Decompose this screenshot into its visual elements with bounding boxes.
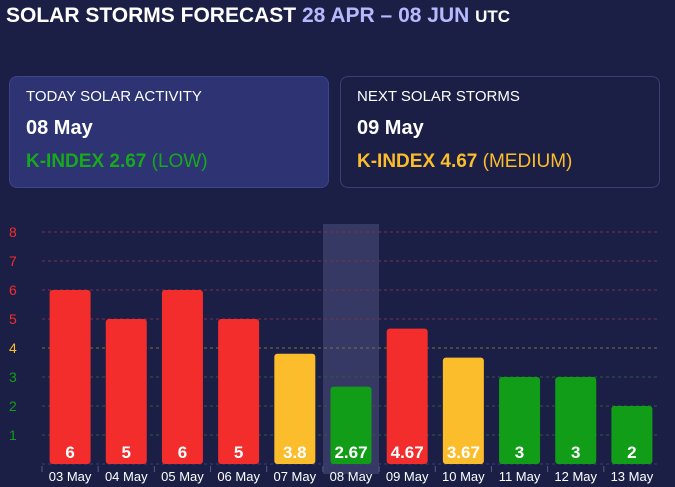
today-kindex-level: (LOW) (151, 151, 208, 172)
y-tick-label: 1 (9, 427, 17, 443)
x-tick-label: 10 May (442, 469, 485, 484)
next-storms-card: NEXT SOLAR STORMS 09 May K-INDEX 4.67 (M… (340, 76, 660, 188)
bar-value-label: 3 (515, 443, 524, 462)
bar-value-label: 3.67 (447, 443, 480, 462)
today-card-kindex-line: K-INDEX 2.67 (LOW) (26, 151, 312, 173)
bar-11-may (499, 377, 541, 464)
x-tick-label: 11 May (499, 469, 541, 484)
next-kindex-value: K-INDEX 4.67 (357, 151, 478, 172)
bar-value-label: 2 (627, 443, 636, 462)
y-tick-label: 7 (9, 253, 17, 269)
bar-05-may (161, 290, 203, 464)
bar-03-may (49, 290, 91, 464)
title-main: SOLAR STORMS FORECAST (6, 4, 297, 27)
bar-value-label: 5 (234, 443, 243, 462)
bar-10-may (442, 357, 484, 464)
bar-value-label: 2.67 (334, 443, 367, 462)
y-tick-label: 2 (9, 398, 17, 414)
bar-12-may (555, 377, 597, 464)
bar-value-label: 5 (122, 443, 131, 462)
bar-08-may (330, 386, 372, 464)
x-tick-label: 03 May (49, 469, 92, 484)
x-tick-label: 13 May (611, 469, 654, 484)
title-date-range: 28 APR – 08 JUN (301, 4, 470, 27)
x-tick-label: 07 May (273, 469, 316, 484)
x-tick-label: 12 May (554, 469, 597, 484)
next-card-label: NEXT SOLAR STORMS (357, 88, 520, 105)
y-tick-label: 4 (9, 340, 17, 356)
next-card-date: 09 May (357, 117, 424, 139)
bar-13-may (611, 406, 653, 464)
title-timezone: UTC (475, 7, 511, 26)
bar-value-label: 6 (65, 443, 74, 462)
bar-06-may (218, 319, 260, 464)
x-tick-label: 05 May (161, 469, 204, 484)
bar-value-label: 4.67 (391, 443, 424, 462)
x-tick-label: 06 May (217, 469, 260, 484)
today-activity-card: TODAY SOLAR ACTIVITY 08 May K-INDEX 2.67… (9, 76, 329, 188)
x-tick-label: 09 May (386, 469, 429, 484)
today-kindex-value: K-INDEX 2.67 (26, 151, 147, 172)
bar-07-may (274, 353, 316, 464)
today-card-label: TODAY SOLAR ACTIVITY (26, 88, 202, 105)
bar-value-label: 3.8 (283, 443, 307, 462)
y-tick-label: 6 (9, 282, 17, 298)
x-tick-label: 08 May (330, 469, 373, 484)
y-tick-label: 5 (9, 311, 17, 327)
next-kindex-level: (MEDIUM) (482, 151, 573, 172)
x-tick-label: 04 May (105, 469, 148, 484)
y-tick-label: 8 (9, 224, 17, 240)
page-title: SOLAR STORMS FORECAST 28 APR – 08 JUN UT… (6, 4, 510, 28)
next-card-kindex-line: K-INDEX 4.67 (MEDIUM) (357, 151, 643, 173)
bar-value-label: 6 (178, 443, 187, 462)
bar-value-label: 3 (571, 443, 580, 462)
bar-09-may (386, 328, 428, 464)
bar-04-may (105, 319, 147, 464)
y-tick-label: 3 (9, 369, 17, 385)
today-card-date: 08 May (26, 117, 93, 139)
